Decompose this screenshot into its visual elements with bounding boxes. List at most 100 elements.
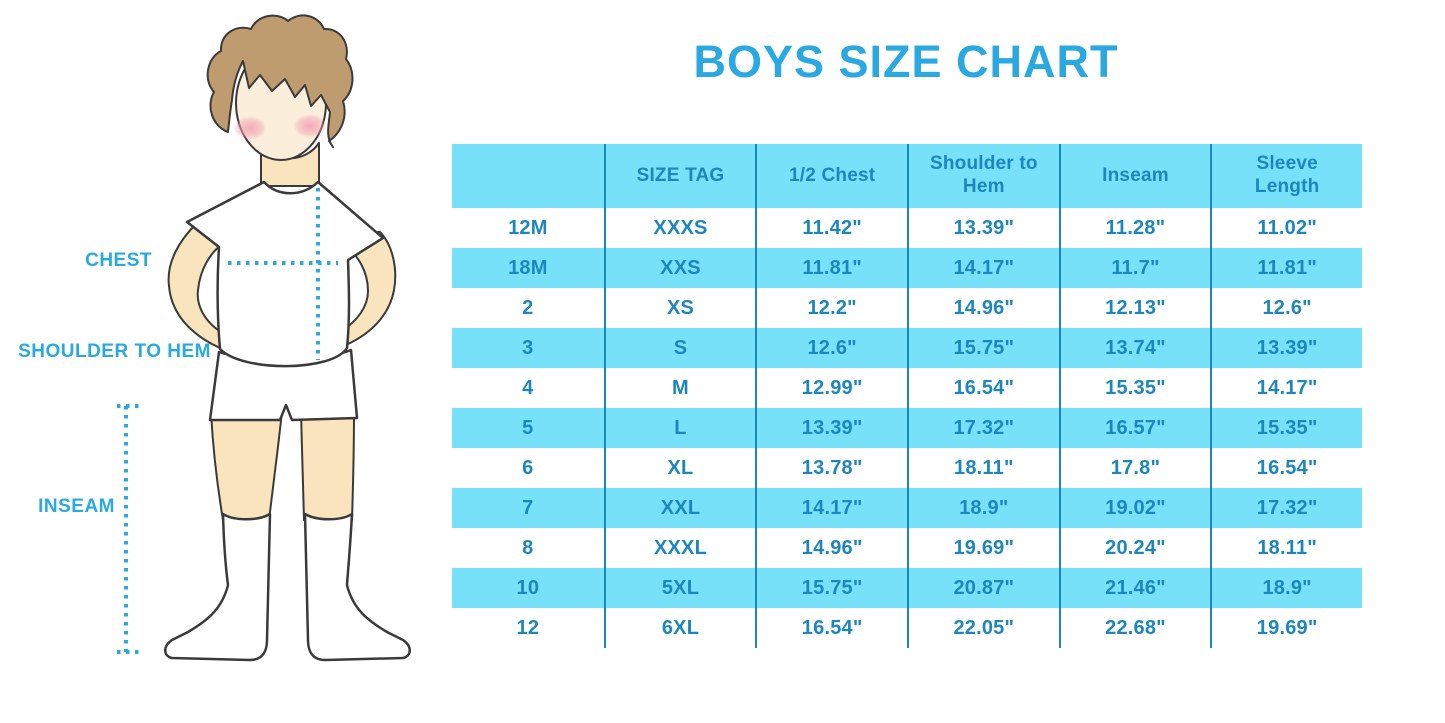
table-cell: 16.57" [1058, 408, 1211, 448]
table-row: 4 M 12.99" 16.54" 15.35" 14.17" [452, 368, 1362, 408]
table-cell: 15.75" [907, 328, 1059, 368]
table-cell: 2 [522, 296, 534, 319]
boy-hair [206, 14, 354, 148]
table-cell: 13.78" [755, 448, 907, 488]
table-cell: 18.9" [907, 488, 1059, 528]
table-row: 2 XS 12.2" 14.96" 12.13" 12.6" [452, 288, 1362, 328]
boy-figure [164, 14, 411, 662]
table-row: 18M XXS 11.81" 14.17" 11.7" 11.81" [452, 248, 1362, 288]
table-cell: 12.6" [755, 328, 907, 368]
boy-right-leg [300, 411, 355, 521]
table-header-size-tag: SIZE TAG [603, 144, 756, 208]
table-cell: 12.6" [1210, 288, 1362, 328]
table-cell: 12 [516, 616, 540, 639]
table-cell: 13.39" [755, 408, 907, 448]
table-cell: XL [603, 448, 756, 488]
table-cell: 17.8" [1058, 448, 1211, 488]
table-cell: 14.17" [907, 248, 1059, 288]
table-row: 3 S 12.6" 15.75" 13.74" 13.39" [452, 328, 1362, 368]
table-header-shoulder-to-hem: Shoulder to Hem [907, 144, 1059, 208]
table-header-size [452, 144, 604, 208]
page-title: BOYS SIZE CHART [693, 36, 1119, 87]
table-header-sleeve-length: Sleeve Length [1210, 144, 1362, 208]
table-cell: 19.69" [1210, 608, 1362, 648]
table-cell: 22.68" [1058, 608, 1211, 648]
table-cell: 11.28" [1058, 208, 1211, 248]
table-cell: 12.13" [1058, 288, 1211, 328]
size-table-body: 12M XXXS 11.42" 13.39" 11.28" 11.02" 18M XXS 11.… [452, 208, 1362, 648]
boy-left-sock [164, 512, 272, 662]
shoulder-to-hem-label: SHOULDER TO HEM [18, 341, 211, 362]
table-cell: 19.69" [907, 528, 1059, 568]
size-table: SIZE TAG 1/2 Chest Shoulder to Hem Insea… [452, 144, 1362, 648]
table-cell: 16.54" [1210, 448, 1362, 488]
boy-blush-left [233, 116, 267, 140]
table-cell: 14.17" [1210, 368, 1362, 408]
boy-right-arm [339, 231, 397, 348]
table-row: 5 L 13.39" 17.32" 16.57" 15.35" [452, 408, 1362, 448]
table-cell: 11.7" [1058, 248, 1211, 288]
table-cell: 3 [522, 336, 534, 359]
table-row: 10 5XL 15.75" 20.87" 21.46" 18.9" [452, 568, 1362, 608]
boy-left-arm [167, 223, 225, 350]
table-cell: 15.35" [1058, 368, 1211, 408]
table-cell: 5XL [603, 568, 756, 608]
table-row: 7 XXL 14.17" 18.9" 19.02" 17.32" [452, 488, 1362, 528]
table-cell: 12M [508, 216, 548, 239]
table-cell: 18.11" [1210, 528, 1362, 568]
table-row: 12 6XL 16.54" 22.05" 22.68" 19.69" [452, 608, 1362, 648]
table-row: 12M XXXS 11.42" 13.39" 11.28" 11.02" [452, 208, 1362, 248]
boy-left-leg [210, 411, 283, 521]
table-cell: 14.96" [755, 528, 907, 568]
table-cell: 13.39" [907, 208, 1059, 248]
table-cell: 11.02" [1210, 208, 1362, 248]
table-header-half-chest: 1/2 Chest [755, 144, 907, 208]
table-cell: L [603, 408, 756, 448]
table-cell: 19.02" [1058, 488, 1211, 528]
table-cell: 14.17" [755, 488, 907, 528]
table-cell: 20.87" [907, 568, 1059, 608]
table-cell: 13.74" [1058, 328, 1211, 368]
boy-right-sock [303, 512, 411, 662]
boy-shorts [208, 348, 359, 422]
table-cell: 11.42" [755, 208, 907, 248]
boy-tshirt [185, 180, 385, 368]
boy-blush-right [293, 114, 327, 138]
table-cell: 12.99" [755, 368, 907, 408]
table-cell: M [603, 368, 756, 408]
table-header-row: SIZE TAG 1/2 Chest Shoulder to Hem Insea… [452, 144, 1362, 208]
table-cell: 4 [522, 376, 534, 399]
table-cell: 20.24" [1058, 528, 1211, 568]
table-cell: XXXL [603, 528, 756, 568]
table-cell: 17.32" [1210, 488, 1362, 528]
table-cell: S [603, 328, 756, 368]
table-cell: XS [603, 288, 756, 328]
table-cell: 12.2" [755, 288, 907, 328]
table-cell: XXS [603, 248, 756, 288]
table-cell: 6 [522, 456, 534, 479]
table-cell: XXL [603, 488, 756, 528]
table-cell: 16.54" [907, 368, 1059, 408]
boy-neck [260, 142, 320, 187]
table-cell: 18.11" [907, 448, 1059, 488]
table-cell: 5 [522, 416, 534, 439]
table-cell: 21.46" [1058, 568, 1211, 608]
table-cell: 6XL [603, 608, 756, 648]
table-cell: 15.35" [1210, 408, 1362, 448]
table-cell: XXXS [603, 208, 756, 248]
table-cell: 11.81" [1210, 248, 1362, 288]
inseam-label: INSEAM [38, 496, 115, 517]
table-cell: 22.05" [907, 608, 1059, 648]
table-header-inseam: Inseam [1058, 144, 1211, 208]
table-cell: 10 [516, 576, 540, 599]
table-cell: 7 [522, 496, 534, 519]
table-cell: 18.9" [1210, 568, 1362, 608]
table-row: 8 XXXL 14.96" 19.69" 20.24" 18.11" [452, 528, 1362, 568]
table-cell: 16.54" [755, 608, 907, 648]
table-row: 6 XL 13.78" 18.11" 17.8" 16.54" [452, 448, 1362, 488]
table-cell: 17.32" [907, 408, 1059, 448]
boy-face [235, 45, 327, 161]
table-cell: 8 [522, 536, 534, 559]
table-cell: 18M [508, 256, 548, 279]
